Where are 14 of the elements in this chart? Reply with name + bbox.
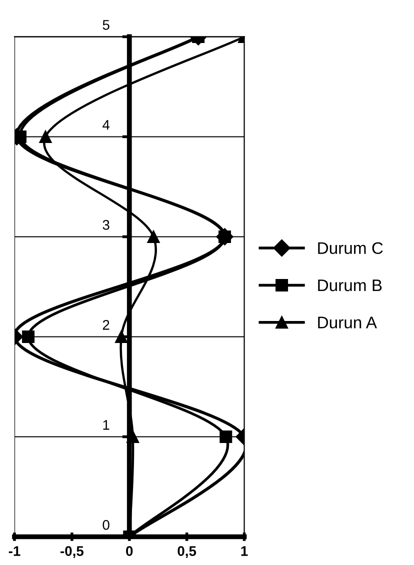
x-tick-label: -0,5 (60, 546, 84, 558)
x-tick-label: 0 (126, 546, 133, 556)
legend-label: Durum B (318, 280, 382, 292)
legend-label: Durum C (318, 242, 383, 254)
y-tick-label: 1 (103, 420, 110, 430)
legend-label: Durun A (318, 316, 377, 328)
x-tick-label: 0,5 (178, 546, 196, 558)
y-tick-label: 5 (102, 20, 110, 30)
y-tick-label: 4 (102, 120, 110, 130)
y-tick-label: 2 (102, 320, 110, 330)
x-tick-label: 1 (241, 546, 248, 556)
y-tick-label: 3 (102, 220, 110, 230)
x-tick-label: -1 (8, 546, 20, 556)
y-tick-label: 0 (102, 520, 110, 530)
